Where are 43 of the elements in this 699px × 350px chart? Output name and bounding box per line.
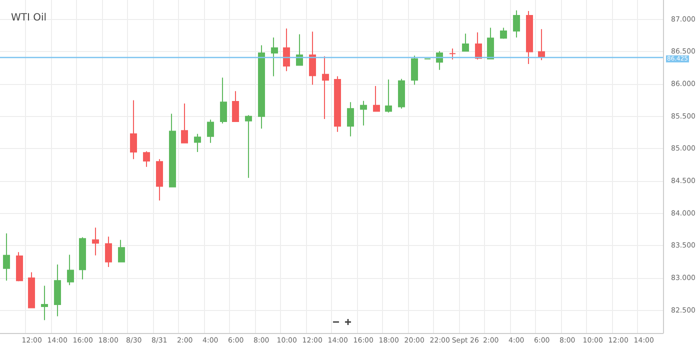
- candlestick: [245, 114, 252, 178]
- candlestick: [513, 10, 520, 38]
- candlestick: [258, 44, 265, 130]
- candlestick: [487, 27, 494, 60]
- candlestick: [449, 48, 456, 60]
- candlestick: [3, 232, 10, 282]
- candlestick: [169, 113, 176, 188]
- candlestick: [283, 28, 290, 72]
- candlestick: [309, 31, 316, 86]
- candlestick: [28, 272, 35, 308]
- candlestick: [436, 50, 443, 70]
- candlestick: [105, 236, 112, 268]
- candlestick: [54, 264, 61, 317]
- candlestick: [156, 158, 163, 201]
- candlestick: [398, 78, 405, 110]
- candlestick: [67, 254, 74, 286]
- candlestick: [194, 133, 201, 152]
- candlestick: [79, 236, 86, 280]
- candlestick: [462, 33, 469, 52]
- candlestick: [181, 102, 188, 144]
- candlestick: [347, 102, 354, 137]
- candlestick: [411, 55, 418, 86]
- candlestick: [220, 77, 227, 124]
- candlestick: [360, 100, 367, 126]
- candlestick: [526, 10, 533, 65]
- candlestick: [207, 119, 214, 144]
- candlestick: [130, 100, 137, 160]
- candlestick: [16, 252, 23, 282]
- candlestick: [41, 285, 48, 321]
- text: WTI Oil: [11, 12, 47, 24]
- candlestick: [475, 32, 482, 60]
- candlestick: [373, 86, 380, 112]
- candlestick: [500, 27, 507, 40]
- candlestick: [118, 239, 125, 262]
- candlestick: [92, 227, 99, 256]
- candlestick: [232, 90, 239, 122]
- candlestick: [322, 56, 329, 120]
- candlestick: [334, 76, 341, 132]
- candlestick: [538, 28, 545, 61]
- candlestick: [271, 37, 278, 77]
- candlestick: [385, 79, 392, 114]
- candlestick: [296, 34, 303, 66]
- candlestick: [143, 150, 150, 168]
